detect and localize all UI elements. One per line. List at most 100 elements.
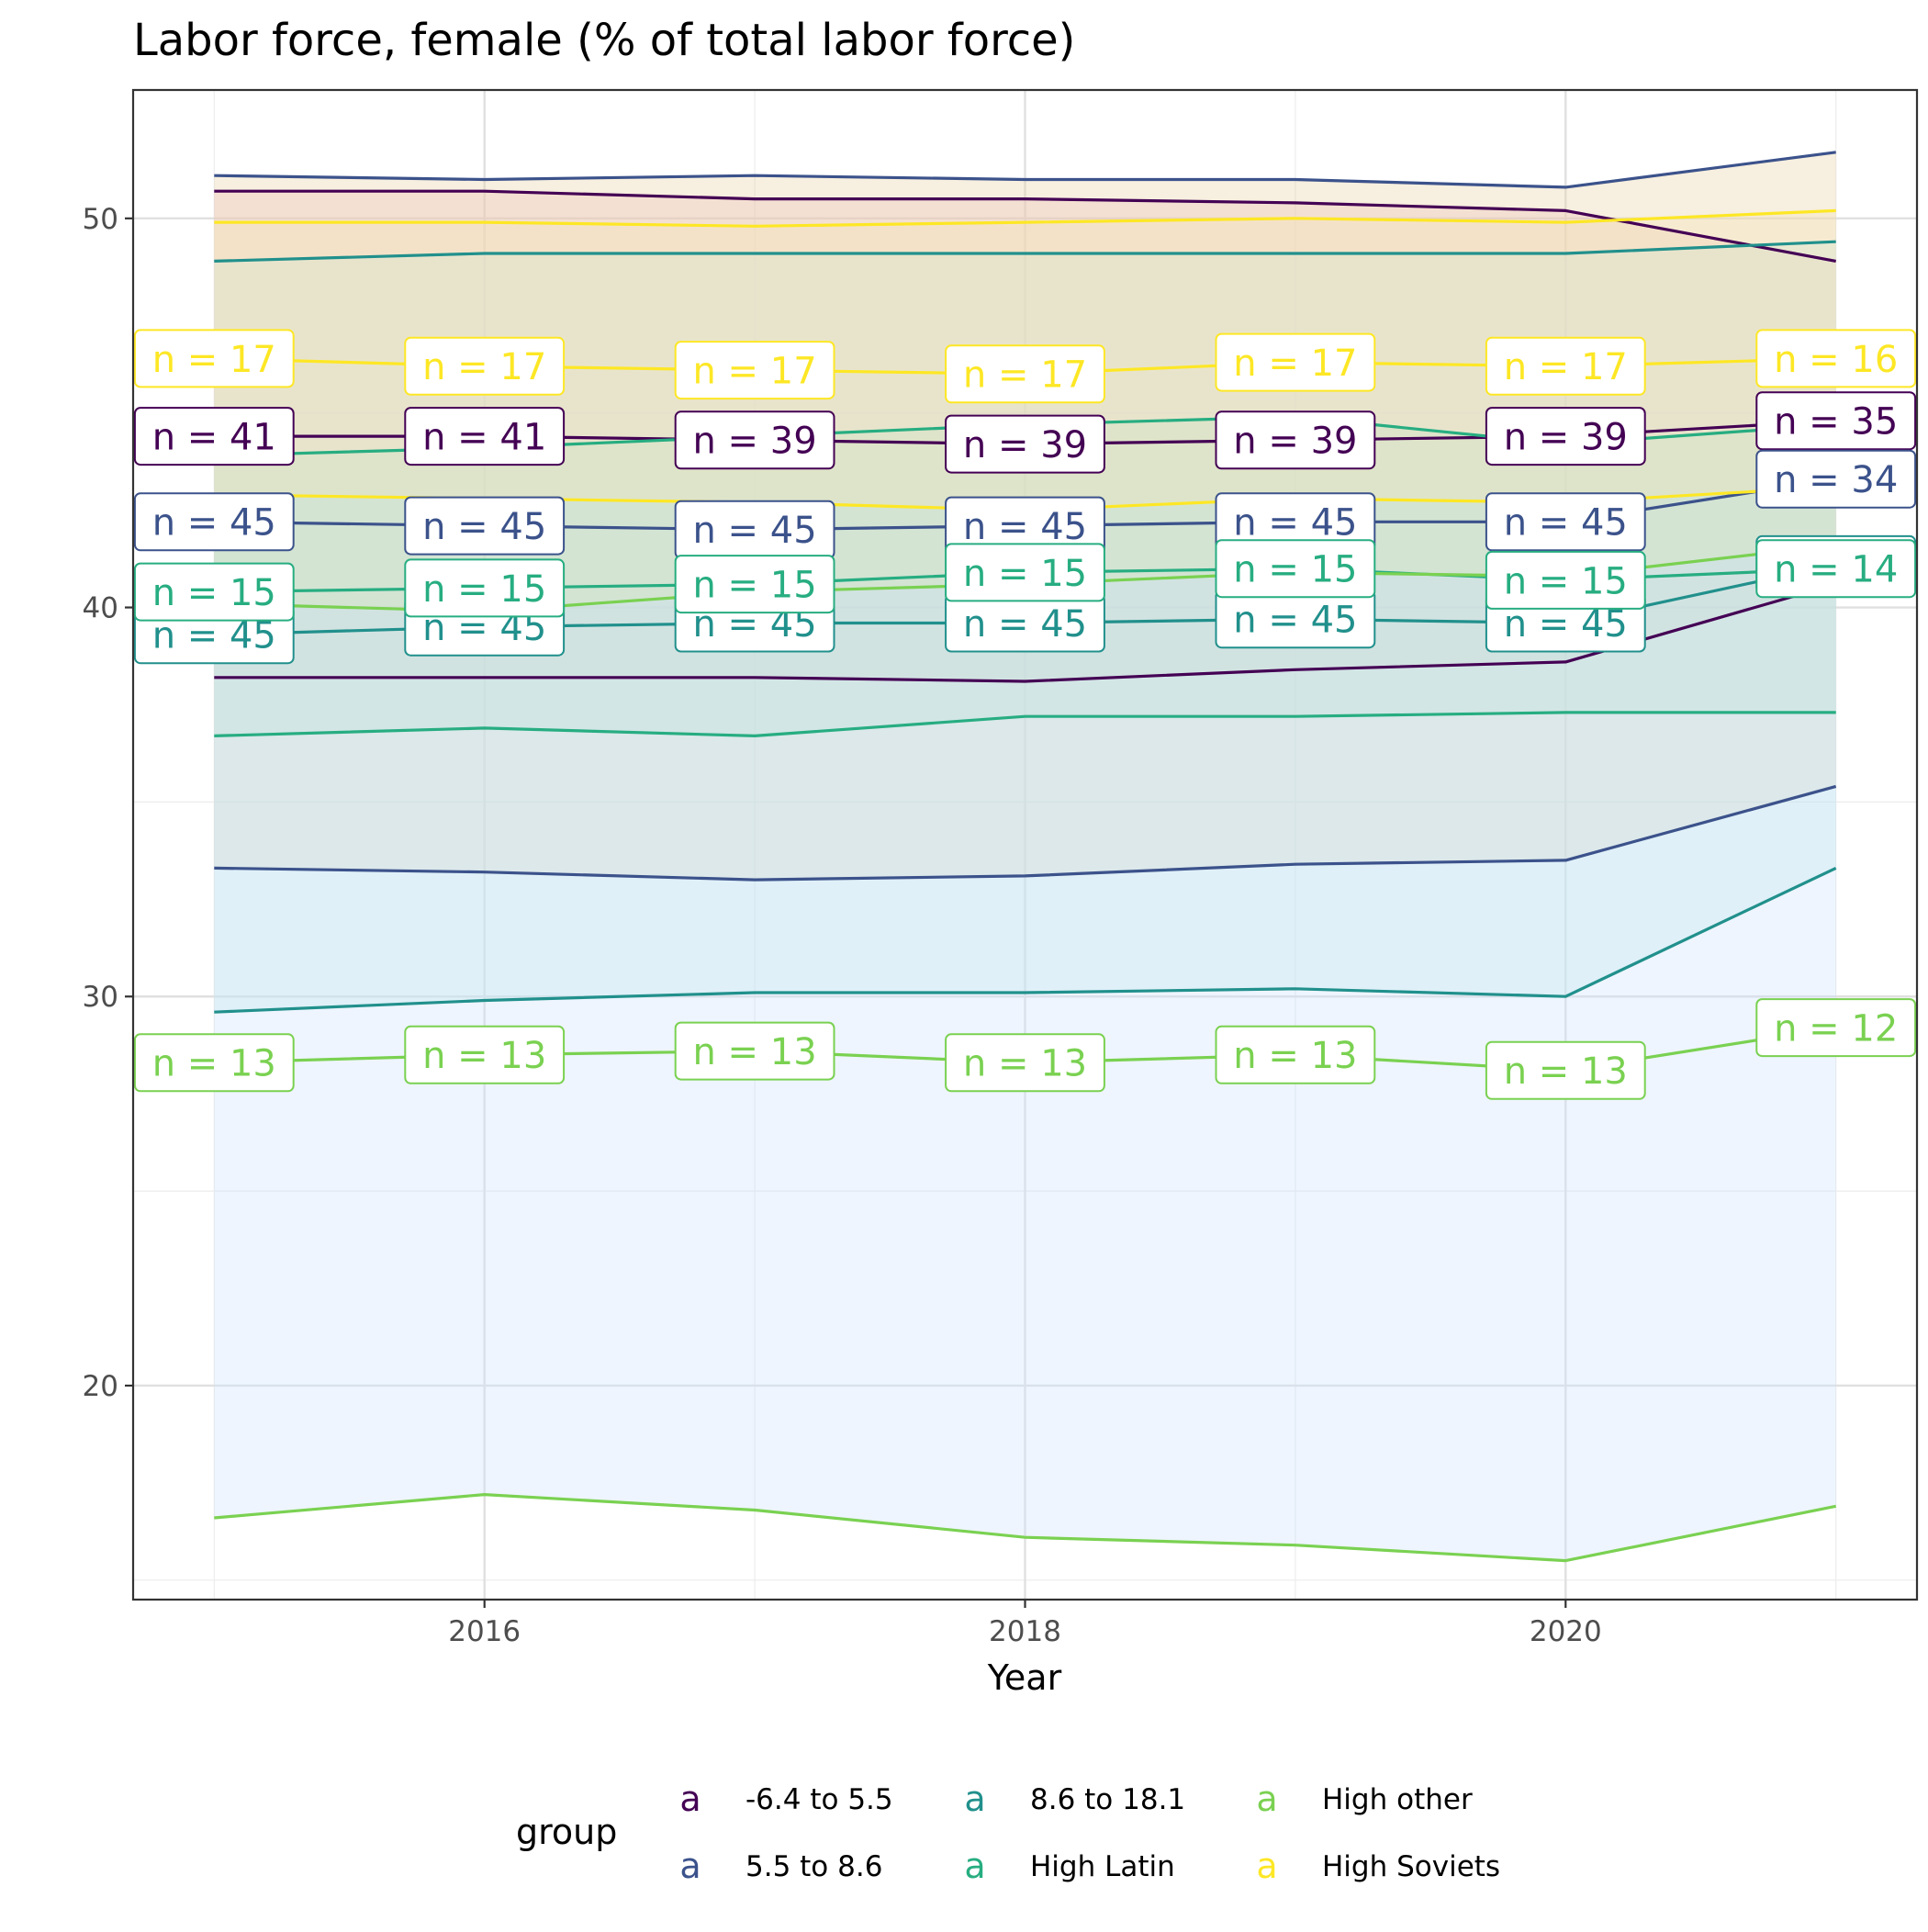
count-label-box [1215, 410, 1376, 470]
count-label-box [133, 329, 295, 388]
count-label-box [133, 407, 295, 466]
legend-label: High other [1322, 1783, 1473, 1816]
legend-key: a [964, 1779, 985, 1819]
count-label-text: n = 45 [692, 510, 816, 552]
count-label: n = 15 [133, 562, 295, 622]
legend-key: a [679, 1779, 701, 1819]
count-label-text: n = 41 [422, 417, 546, 459]
count-label: n = 39 [945, 414, 1105, 474]
legend-label: 5.5 to 8.6 [745, 1850, 882, 1883]
legend: group a -6.4 to 5.5 a 5.5 to 8.6 a 8.6 to 18.… [516, 1779, 1500, 1886]
count-label-box [1215, 332, 1376, 392]
count-label: n = 15 [945, 543, 1105, 602]
count-label: n = 35 [1755, 391, 1917, 451]
count-label-box [404, 1025, 566, 1084]
legend-item: a 5.5 to 8.6 [679, 1846, 882, 1886]
upper-bound-line [214, 208, 1836, 228]
y-tick-label: 50 [83, 203, 118, 236]
legend-label: High Soviets [1322, 1850, 1500, 1883]
legend-title: group [516, 1812, 617, 1852]
count-label-box [404, 407, 566, 466]
count-label-box [674, 1021, 835, 1081]
count-label-text: n = 39 [1504, 417, 1628, 459]
axes: 20 30 40 50 2016 2018 2020 [83, 203, 1602, 1648]
count-label-text: n = 12 [1774, 1008, 1898, 1050]
count-label-text: n = 17 [1504, 346, 1628, 388]
count-label: n = 45 [1215, 590, 1376, 649]
count-label-box [1215, 1025, 1376, 1084]
count-label-text: n = 14 [1774, 549, 1898, 591]
count-label-box [133, 492, 295, 552]
count-label-box [133, 562, 295, 622]
count-label: n = 45 [1485, 492, 1646, 552]
upper-bound-line [214, 240, 1836, 263]
count-label-text: n = 45 [1233, 502, 1357, 545]
legend-label: High Latin [1030, 1850, 1175, 1883]
count-label-text: n = 13 [963, 1043, 1087, 1085]
count-label-text: n = 45 [422, 506, 546, 548]
count-label-box [1215, 539, 1376, 599]
count-label: n = 13 [404, 1025, 566, 1084]
count-label: n = 45 [674, 500, 835, 559]
count-label: n = 17 [674, 341, 835, 400]
lower-bound-line [214, 784, 1837, 882]
count-label-text: n = 39 [1233, 421, 1357, 463]
count-label: n = 39 [1215, 410, 1376, 470]
upper-bound-line [214, 189, 1836, 263]
legend-item: a 8.6 to 18.1 [964, 1779, 1185, 1819]
count-label-box [945, 1033, 1105, 1093]
count-label-box [1485, 336, 1646, 396]
count-label-text: n = 13 [1504, 1050, 1628, 1093]
count-label: n = 16 [1755, 329, 1917, 388]
count-label: n = 41 [404, 407, 566, 466]
count-label-box [674, 555, 835, 614]
count-label-text: n = 39 [692, 421, 816, 463]
count-label-text: n = 17 [1233, 343, 1357, 385]
count-label-text: n = 13 [152, 1043, 276, 1085]
count-label-box [674, 410, 835, 470]
legend-item: a High Soviets [1256, 1846, 1500, 1886]
count-label-text: n = 13 [692, 1031, 816, 1073]
count-label-text: n = 34 [1774, 459, 1898, 501]
count-label: n = 39 [674, 410, 835, 470]
count-label: n = 15 [1215, 539, 1376, 599]
count-label-text: n = 39 [963, 424, 1087, 466]
count-label-text: n = 45 [1504, 502, 1628, 545]
count-label: n = 17 [1215, 332, 1376, 392]
count-label-text: n = 15 [422, 568, 546, 611]
count-label-box [1755, 539, 1917, 599]
count-label-text: n = 13 [422, 1035, 546, 1077]
count-label-box [1755, 449, 1917, 509]
count-label: n = 17 [1485, 336, 1646, 396]
x-axis-title: Year [987, 1657, 1062, 1698]
count-label: n = 17 [133, 329, 295, 388]
y-tick-label: 30 [83, 981, 118, 1014]
count-label-text: n = 13 [1233, 1035, 1357, 1077]
count-label: n = 17 [404, 336, 566, 396]
count-label-text: n = 15 [963, 553, 1087, 595]
chart-title: Labor force, female (% of total labor fo… [133, 15, 1075, 66]
count-label-text: n = 15 [1504, 560, 1628, 602]
count-label: n = 39 [1485, 407, 1646, 466]
count-label-text: n = 45 [963, 506, 1087, 548]
upper-bound-line [214, 151, 1836, 189]
count-label: n = 13 [1485, 1040, 1646, 1100]
count-label: n = 13 [1215, 1025, 1376, 1084]
count-label-box [1485, 1040, 1646, 1100]
count-label: n = 13 [674, 1021, 835, 1081]
count-label: n = 45 [133, 492, 295, 552]
count-label-text: n = 15 [692, 565, 816, 607]
count-label-box [1485, 407, 1646, 466]
count-label-text: n = 35 [1774, 401, 1898, 444]
count-label-text: n = 15 [152, 572, 276, 614]
legend-key: a [964, 1846, 985, 1886]
count-label: n = 45 [404, 496, 566, 556]
y-tick-label: 40 [83, 592, 118, 625]
legend-item: a High other [1256, 1779, 1473, 1819]
count-label: n = 13 [133, 1033, 295, 1093]
legend-key: a [1256, 1846, 1277, 1886]
count-label-box [1755, 391, 1917, 451]
count-label-text: n = 45 [963, 603, 1087, 646]
legend-key: a [679, 1846, 701, 1886]
lower-bound-line [214, 711, 1836, 738]
